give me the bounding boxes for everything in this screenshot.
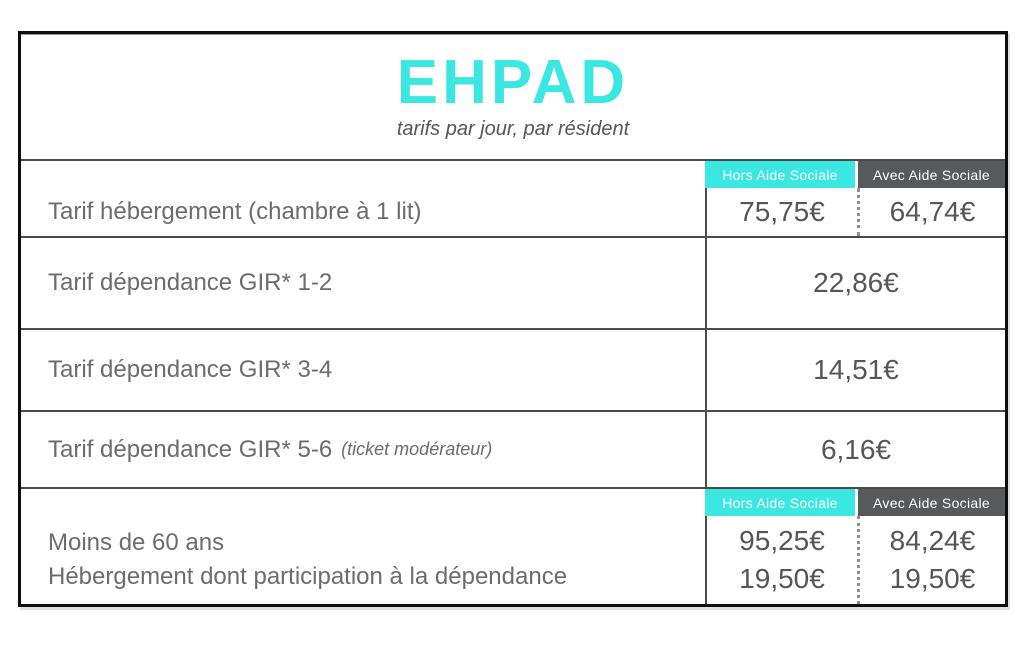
row-label: Tarif hébergement (chambre à 1 lit) [48, 198, 422, 225]
price-cell-merged: 22,86€ [813, 267, 899, 298]
price-line2: 19,50€ [739, 563, 825, 594]
price-cell-avec-aide: 84,24€ 19,50€ [857, 516, 1005, 604]
price-cell-avec-aide: 64,74€ [857, 188, 1005, 236]
row-label: Tarif dépendance GIR* 3-4 [48, 356, 333, 383]
row-label-line1: Moins de 60 ans [48, 529, 225, 556]
column-header-hors-aide-sociale: Hors Aide Sociale [705, 489, 855, 516]
header-spacer [21, 161, 705, 188]
price-line1: 84,24€ [889, 525, 976, 556]
page-subtitle: tarifs par jour, par résident [396, 118, 630, 141]
price-cell-merged: 6,16€ [820, 433, 892, 465]
row-label-text: Tarif dépendance GIR* 5-6 [48, 435, 333, 463]
row-label: Tarif dépendance GIR* 5-6 (ticket modéra… [21, 412, 705, 487]
price-cell-hors-aide: 95,25€ 19,50€ [707, 516, 857, 604]
table-row-gir-5-6: Tarif dépendance GIR* 5-6 (ticket modéra… [21, 412, 1005, 489]
table-row-gir-1-2: Tarif dépendance GIR* 1-2 22,86€ [21, 238, 1005, 330]
price-line2: 19,50€ [889, 563, 976, 594]
price-cell-merged: 14,51€ [813, 354, 899, 385]
column-header-row-bottom: Hors Aide Sociale Avec Aide Sociale [21, 489, 1005, 516]
table-row-hebergement: Tarif hébergement (chambre à 1 lit) 75,7… [21, 188, 1005, 238]
row-label-note: (ticket modérateur) [341, 439, 493, 459]
price-area: 95,25€ 19,50€ 84,24€ 19,50€ [705, 516, 1005, 604]
column-header-avec-aide-sociale: Avec Aide Sociale [858, 489, 1005, 516]
row-label: Tarif dépendance GIR* 1-2 [48, 269, 333, 296]
column-header-row-top: Hors Aide Sociale Avec Aide Sociale [21, 161, 1005, 188]
price-area: 6,16€ [705, 412, 1005, 487]
table-row-moins-60-ans: Moins de 60 ans Hébergement dont partici… [21, 516, 1005, 604]
header-spacer [21, 489, 705, 516]
column-header-avec-aide-sociale: Avec Aide Sociale [858, 161, 1005, 188]
price-cell-hors-aide: 75,75€ [739, 196, 825, 227]
row-label-line2: Hébergement dont participation à la dépe… [48, 563, 568, 590]
table-row-gir-3-4: Tarif dépendance GIR* 3-4 14,51€ [21, 330, 1005, 412]
price-area: 22,86€ [705, 238, 1005, 328]
column-header-hors-aide-sociale: Hors Aide Sociale [705, 161, 855, 188]
page-title: EHPAD [396, 48, 630, 117]
tariff-card: EHPAD tarifs par jour, par résident Hors… [18, 31, 1008, 607]
price-line1: 95,25€ [739, 525, 825, 556]
price-area: 75,75€ 64,74€ [705, 188, 1005, 236]
tariff-table: Hors Aide Sociale Avec Aide Sociale Tari… [21, 159, 1005, 604]
row-label: Moins de 60 ans Hébergement dont partici… [21, 516, 705, 604]
price-area: 14,51€ [705, 330, 1005, 410]
